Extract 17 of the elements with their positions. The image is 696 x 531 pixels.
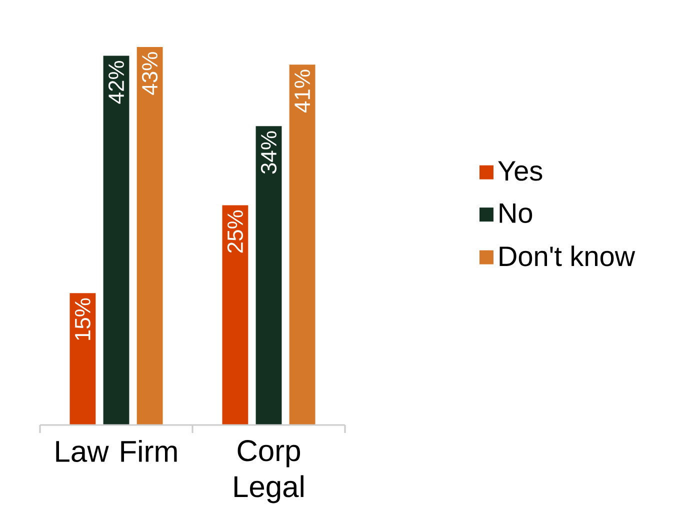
bar xyxy=(289,64,316,425)
bar xyxy=(222,205,248,425)
legend-label: Yes xyxy=(498,161,542,181)
legend-label: Don't know xyxy=(500,246,636,266)
data-label: 41% xyxy=(294,70,310,113)
data-label: 34% xyxy=(260,131,277,174)
data-label: 43% xyxy=(142,52,158,95)
bar xyxy=(136,47,163,425)
bar xyxy=(256,126,282,425)
data-label: 42% xyxy=(108,60,124,104)
x-tick-label: Corp Legal xyxy=(234,440,304,504)
bar xyxy=(70,293,96,425)
legend-label: No xyxy=(500,203,532,223)
x-tick-label: Law Firm xyxy=(56,440,177,462)
bar xyxy=(103,56,130,425)
data-label: 15% xyxy=(74,298,90,340)
data-label: 25% xyxy=(227,210,243,253)
